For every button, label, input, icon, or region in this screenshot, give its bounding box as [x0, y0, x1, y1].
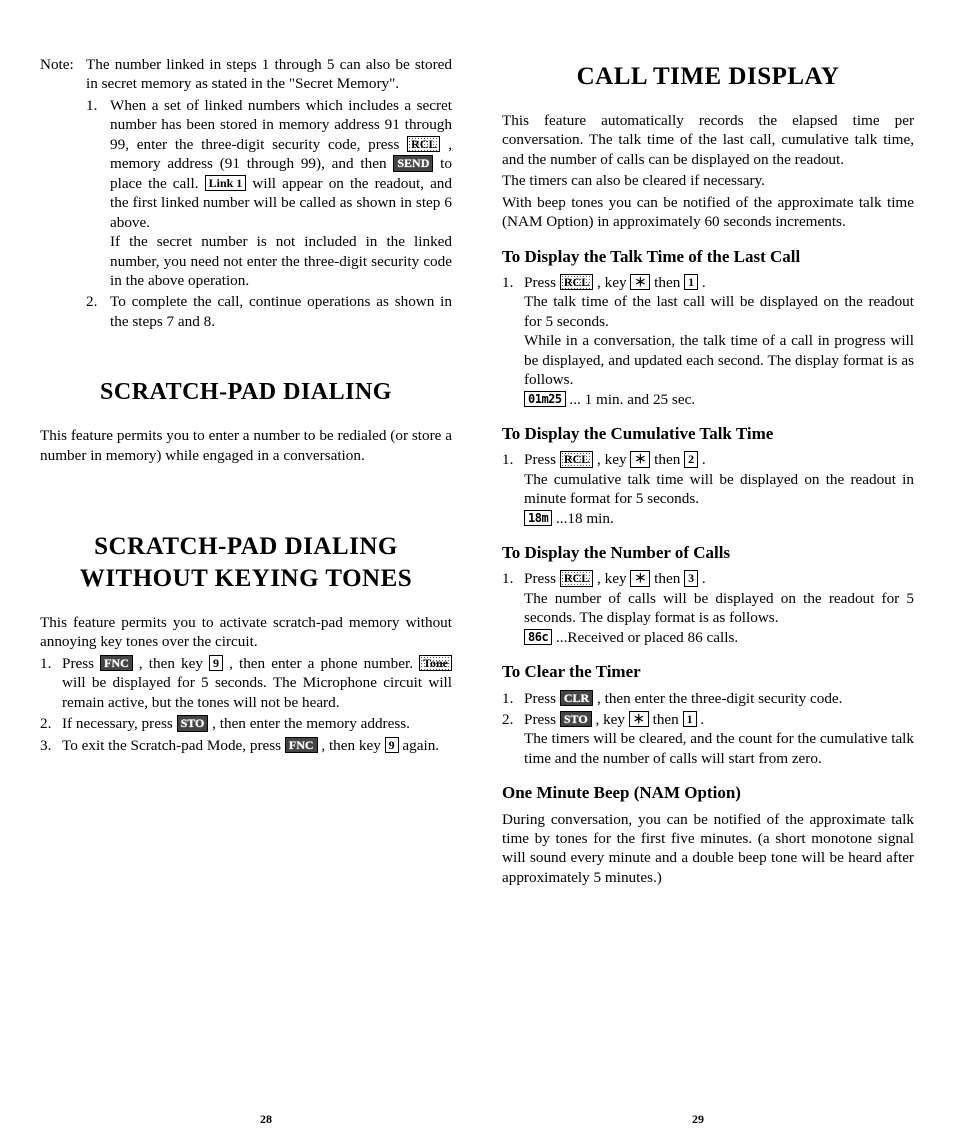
subheading-last-call: To Display the Talk Time of the Last Cal…: [502, 246, 914, 267]
one-min-beep-text: During conversation, you can be notified…: [502, 810, 914, 888]
send-key: SEND: [393, 155, 433, 171]
subheading-num-calls: To Display the Number of Calls: [502, 542, 914, 563]
rcl-key: RCL: [560, 451, 593, 467]
list-item: 3. To exit the Scratch-pad Mode, press F…: [40, 736, 452, 755]
list-item: 1. Press RCL , key ＊ then 2 . The cumula…: [502, 450, 914, 528]
link1-key: Link 1: [205, 175, 247, 191]
star-key: ＊: [629, 711, 649, 727]
note-body: The number linked in steps 1 through 5 c…: [86, 55, 452, 333]
sto-key: STO: [560, 711, 592, 727]
star-key: ＊: [630, 570, 650, 586]
note-sub-1: 1. When a set of linked numbers which in…: [86, 96, 452, 291]
subheading-one-min-beep: One Minute Beep (NAM Option): [502, 782, 914, 803]
star-key: ＊: [630, 274, 650, 290]
list-text: If necessary, press STO , then enter the…: [62, 714, 452, 733]
heading-scratch-pad: SCRATCH-PAD DIALING: [40, 377, 452, 408]
sto-key: STO: [177, 715, 209, 731]
list-text: Press FNC , then key 9 , then enter a ph…: [62, 654, 452, 712]
list-number: 1.: [502, 689, 524, 708]
no-tones-list: 1. Press FNC , then key 9 , then enter a…: [40, 654, 452, 755]
note-sublist: 1. When a set of linked numbers which in…: [86, 96, 452, 331]
display-86c: 86c: [524, 629, 552, 645]
list-item: 1. Press CLR , then enter the three-digi…: [502, 689, 914, 708]
scratch-pad-intro: This feature permits you to enter a numb…: [40, 426, 452, 465]
cti-p2: The timers can also be cleared if necess…: [502, 171, 914, 190]
list-text: To exit the Scratch-pad Mode, press FNC …: [62, 736, 452, 755]
fnc-key: FNC: [100, 655, 133, 671]
subheading-cumulative: To Display the Cumulative Talk Time: [502, 423, 914, 444]
no-tones-intro: This feature permits you to activate scr…: [40, 613, 452, 652]
list-number: 3.: [40, 736, 62, 755]
list-text: Press STO , key ＊ then 1 . The timers wi…: [524, 710, 914, 768]
clr-key: CLR: [560, 690, 593, 706]
cti-p1: This feature automatically records the e…: [502, 111, 914, 169]
cti-p3: With beep tones you can be notified of t…: [502, 193, 914, 232]
list-item: 1. Press RCL , key ＊ then 1 . The talk t…: [502, 273, 914, 409]
fnc-key: FNC: [285, 737, 318, 753]
list-number: 2.: [40, 714, 62, 733]
three-key: 3: [684, 570, 698, 586]
list-item: 1. Press FNC , then key 9 , then enter a…: [40, 654, 452, 712]
page-number-right: 29: [692, 1112, 704, 1127]
list-number: 1.: [502, 569, 524, 647]
list-text: To complete the call, continue operation…: [110, 292, 452, 331]
display-01m25: 01m25: [524, 391, 566, 407]
last-call-list: 1. Press RCL , key ＊ then 1 . The talk t…: [502, 273, 914, 409]
subheading-clear-timer: To Clear the Timer: [502, 661, 914, 682]
nine-key: 9: [209, 655, 223, 671]
list-item: 2. If necessary, press STO , then enter …: [40, 714, 452, 733]
heading-call-time: CALL TIME DISPLAY: [502, 61, 914, 93]
rcl-key: RCL: [407, 136, 440, 152]
cumulative-list: 1. Press RCL , key ＊ then 2 . The cumula…: [502, 450, 914, 528]
nine-key: 9: [385, 737, 399, 753]
note-block: Note: The number linked in steps 1 throu…: [40, 55, 452, 333]
two-key: 2: [684, 451, 698, 467]
list-text: When a set of linked numbers which inclu…: [110, 96, 452, 291]
list-text: Press RCL , key ＊ then 1 . The talk time…: [524, 273, 914, 409]
note-sub-2: 2. To complete the call, continue operat…: [86, 292, 452, 331]
list-number: 1.: [40, 654, 62, 712]
one-key: 1: [683, 711, 697, 727]
list-item: 1. Press RCL , key ＊ then 3 . The number…: [502, 569, 914, 647]
note-label: Note:: [40, 55, 86, 333]
note-intro: The number linked in steps 1 through 5 c…: [86, 55, 452, 94]
rcl-key: RCL: [560, 570, 593, 586]
star-key: ＊: [630, 451, 650, 467]
left-column: Note: The number linked in steps 1 throu…: [40, 55, 456, 1117]
one-key: 1: [684, 274, 698, 290]
rcl-key: RCL: [560, 274, 593, 290]
num-calls-list: 1. Press RCL , key ＊ then 3 . The number…: [502, 569, 914, 647]
display-18m: 18m: [524, 510, 552, 526]
page-number-left: 28: [260, 1112, 272, 1127]
list-number: 1.: [502, 450, 524, 528]
list-item: 2. Press STO , key ＊ then 1 . The timers…: [502, 710, 914, 768]
list-number: 2.: [86, 292, 110, 331]
list-text: Press RCL , key ＊ then 2 . The cumulativ…: [524, 450, 914, 528]
clear-timer-list: 1. Press CLR , then enter the three-digi…: [502, 689, 914, 769]
list-text: Press CLR , then enter the three-digit s…: [524, 689, 914, 708]
list-text: Press RCL , key ＊ then 3 . The number of…: [524, 569, 914, 647]
heading-scratch-pad-no-tones: SCRATCH-PAD DIALING WITHOUT KEYING TONES: [40, 531, 452, 595]
list-number: 2.: [502, 710, 524, 768]
tone-key: Tone: [419, 655, 452, 671]
list-number: 1.: [86, 96, 110, 291]
right-column: CALL TIME DISPLAY This feature automatic…: [498, 55, 914, 1117]
list-number: 1.: [502, 273, 524, 409]
